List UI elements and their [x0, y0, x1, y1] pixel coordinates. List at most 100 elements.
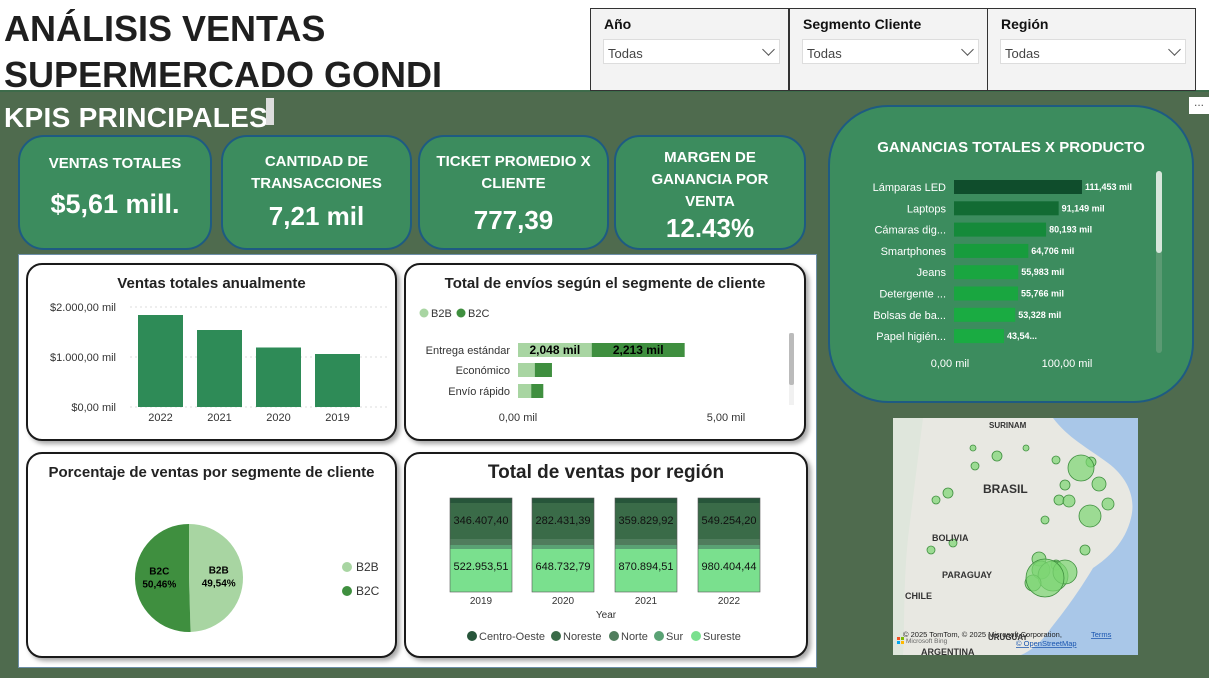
data-label-bottom: 522.953,51: [453, 561, 508, 573]
data-label-b2c: 2,213 mil: [613, 343, 664, 357]
chart-card-product-profit[interactable]: GANANCIAS TOTALES X PRODUCTO Lámparas LE…: [828, 105, 1194, 403]
bar-B2C-1: [534, 363, 552, 377]
x-axis-title: Year: [596, 610, 617, 621]
bing-logo-blue: [897, 641, 900, 644]
pie-slice-B2C: [135, 524, 191, 632]
map-marker: [1067, 454, 1095, 482]
chart-card-segment-pie[interactable]: Porcentaje de ventas por segmente de cli…: [26, 452, 397, 658]
legend-label-Centro-Oeste: Centro-Oeste: [479, 631, 545, 643]
sales-map[interactable]: SURINAM BRASIL BOLIVIA PARAGUAY CHILE URUGUAY…: [893, 418, 1138, 655]
legend-label-Noreste: Noreste: [563, 631, 602, 643]
legend-label-B2C: B2C: [356, 584, 380, 598]
bar-6: [954, 307, 1016, 322]
legend-marker-B2B: [419, 308, 429, 318]
slicer-year-value: Todas: [608, 46, 643, 61]
bar-4: [954, 265, 1019, 280]
legend-marker-Norte: [609, 631, 619, 641]
segment-Centro-Oeste: [532, 498, 594, 503]
slicer-segment-label: Segmento Cliente: [803, 16, 922, 32]
segment-Norte: [698, 539, 760, 545]
bar-2021: [197, 330, 242, 407]
data-label: 64,706 mil: [1031, 246, 1074, 256]
pie-slice-B2B: [189, 524, 244, 632]
data-label: 43,54...: [1007, 331, 1037, 341]
kpi-card-transactions: CANTIDAD DE TRANSACCIONES 7,21 mil: [221, 135, 412, 250]
x-tick-label: 100,00 mil: [1042, 358, 1093, 370]
data-label: 53,328 mil: [1018, 310, 1061, 320]
slicer-region-label: Región: [1001, 16, 1049, 32]
bar-B2B-2: [518, 384, 532, 398]
map-label-paraguay: PARAGUAY: [942, 570, 992, 580]
data-label-top: 549.254,20: [701, 515, 756, 527]
segment-Sureste: [450, 549, 512, 592]
x-tick-label: 2022: [148, 412, 172, 424]
map-marker: [1051, 455, 1061, 465]
segment-Sur: [615, 545, 677, 549]
kpi-card-margin: MARGEN DE GANANCIA POR VENTA 12.43%: [614, 135, 806, 250]
x-tick-label: 2019: [325, 412, 349, 424]
kpi-value: 777,39: [473, 205, 554, 235]
yearly-sales-chart: $2.000,00 mil $1.000,00 mil $0,00 mil 2022 2…: [50, 302, 388, 424]
legend-marker-B2C: [342, 586, 352, 596]
chart-title: GANANCIAS TOTALES X PRODUCTO: [877, 139, 1145, 156]
pie-label-name: B2B: [209, 566, 229, 577]
bar-2020: [256, 347, 301, 407]
legend-label-Sur: Sur: [666, 631, 683, 643]
kpi-card-sales: VENTAS TOTALES $5,61 mill.: [18, 135, 212, 250]
category-label: Laptops: [907, 203, 947, 215]
kpi-value: $5,61 mill.: [50, 189, 180, 219]
legend-marker-B2B: [342, 562, 352, 572]
product-profit-chart: Lámparas LED 111,453 mil Laptops 91,149 mil…: [873, 171, 1162, 370]
map-marker: [1062, 494, 1076, 508]
category-label: Smartphones: [881, 246, 947, 258]
map-attribution: © 2025 TomTom, © 2025 Microsoft Corporat…: [903, 630, 1062, 639]
data-label: 111,453 mil: [1085, 182, 1132, 192]
segment-Norte: [615, 539, 677, 545]
legend-marker-B2C: [456, 308, 466, 318]
slicer-year[interactable]: Año Todas: [590, 8, 789, 91]
map-marker: [1040, 515, 1050, 525]
more-options-icon[interactable]: ...: [1189, 96, 1209, 114]
legend-label-Norte: Norte: [621, 631, 648, 643]
slicer-segment[interactable]: Segmento Cliente Todas: [789, 8, 988, 91]
slicer-region-value: Todas: [1005, 46, 1040, 61]
segment-Sur: [450, 545, 512, 549]
data-label-b2b: 2,048 mil: [530, 343, 581, 357]
data-label-top: 346.407,40: [453, 515, 508, 527]
data-label: 91,149 mil: [1062, 203, 1105, 213]
report-title: ANÁLISIS VENTAS SUPERMERCADO GONDI: [4, 8, 443, 95]
slicer-region-dropdown[interactable]: Todas: [1000, 39, 1186, 64]
x-tick-label: 5,00 mil: [707, 412, 746, 424]
chart-title: Porcentaje de ventas por segmente de cli…: [48, 464, 375, 481]
bar-7: [954, 329, 1004, 344]
map-terms-link: Terms: [1091, 630, 1112, 639]
bing-logo-yellow: [901, 641, 904, 644]
segment-Sureste: [532, 549, 594, 592]
x-tick-label: 2022: [718, 596, 741, 607]
bar-2: [954, 222, 1047, 237]
data-label-top: 282.431,39: [535, 515, 590, 527]
map-canvas[interactable]: SURINAM BRASIL BOLIVIA PARAGUAY CHILE URUGUAY…: [893, 418, 1138, 655]
chart-card-region[interactable]: Total de ventas por región 346.407,40 522…: [404, 452, 808, 658]
category-label: Papel higién...: [876, 331, 946, 343]
pie-label-name: B2C: [149, 566, 169, 577]
category-label: Bolsas de ba...: [873, 310, 946, 322]
slicer-region[interactable]: Región Todas: [987, 8, 1196, 91]
chart-title: Ventas totales anualmente: [117, 275, 306, 292]
y-tick-label: $2.000,00 mil: [50, 302, 116, 314]
slicer-year-dropdown[interactable]: Todas: [603, 39, 780, 64]
slicer-segment-dropdown[interactable]: Todas: [802, 39, 979, 64]
chart-card-shipping[interactable]: Total de envíos según el segmente de cli…: [404, 263, 806, 441]
legend-label-B2C: B2C: [468, 308, 489, 320]
segment-Noreste: [698, 503, 760, 539]
chart-card-yearly-sales[interactable]: Ventas totales anualmente $2.000,00 mil $…: [26, 263, 397, 441]
segment-Noreste: [532, 503, 594, 539]
slicer-year-label: Año: [604, 16, 632, 32]
bar-B2C-0: [591, 343, 685, 357]
segment-Sureste: [615, 549, 677, 592]
bing-logo-text: Microsoft Bing: [906, 638, 948, 645]
chart-title: Total de ventas por región: [487, 462, 725, 483]
map-osm-link: © OpenStreetMap: [1016, 639, 1077, 648]
slicer-segment-value: Todas: [807, 46, 842, 61]
map-label-argentina: ARGENTINA: [921, 647, 975, 655]
